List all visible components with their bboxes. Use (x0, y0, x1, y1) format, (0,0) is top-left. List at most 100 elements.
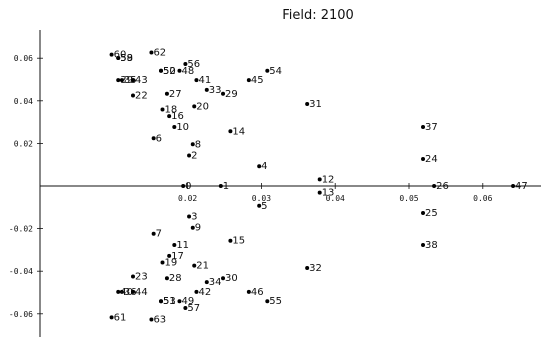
point-label: 34 (209, 277, 222, 288)
data-point (190, 225, 195, 230)
data-point (265, 299, 270, 304)
data-point (421, 156, 426, 161)
point-label: 21 (196, 261, 209, 272)
data-point (228, 129, 233, 134)
data-point (116, 78, 121, 83)
data-point (192, 104, 197, 109)
data-point (317, 190, 322, 195)
point-label: 6 (156, 133, 162, 144)
point-label: 62 (153, 47, 166, 58)
point-label: 54 (269, 66, 282, 77)
point-label: 45 (251, 75, 264, 86)
data-point (130, 289, 135, 294)
point-label: 19 (165, 257, 178, 268)
data-point (116, 289, 121, 294)
point-label: 0 (185, 181, 191, 192)
data-point (317, 177, 322, 182)
data-point (183, 306, 188, 311)
point-label: 52 (163, 66, 176, 77)
y-tick-label: 0.06 (14, 54, 33, 63)
x-tick-label: 0.06 (473, 194, 492, 203)
data-point (149, 317, 154, 322)
point-label: 18 (165, 105, 178, 116)
y-tick-label: 0.02 (14, 139, 33, 148)
point-label: 63 (153, 315, 166, 326)
y-tick-label: 0.04 (14, 97, 33, 106)
data-point (421, 124, 426, 129)
x-tick-label: 0.02 (178, 194, 197, 203)
point-label: 39 (120, 75, 133, 86)
point-label: 58 (120, 53, 133, 64)
data-point (194, 78, 199, 83)
point-label: 51 (163, 296, 176, 307)
x-tick-label: 0.05 (399, 194, 418, 203)
point-label: 40 (120, 287, 133, 298)
point-label: 31 (309, 99, 322, 110)
data-point (221, 276, 226, 281)
point-label: 43 (135, 75, 148, 86)
data-point (172, 124, 177, 129)
data-point (164, 276, 169, 281)
data-point (187, 214, 192, 219)
data-point (421, 211, 426, 216)
point-label: 44 (135, 287, 148, 298)
data-point (130, 78, 135, 83)
data-point (421, 243, 426, 248)
data-point (151, 136, 156, 141)
point-label: 60 (114, 50, 127, 61)
data-point (228, 238, 233, 243)
data-point (194, 289, 199, 294)
point-label: 33 (209, 85, 222, 96)
point-label: 14 (232, 126, 245, 137)
point-label: 56 (187, 59, 200, 70)
point-label: 22 (135, 90, 148, 101)
data-point (119, 289, 124, 294)
point-label: 57 (187, 303, 200, 314)
point-label: 42 (198, 287, 211, 298)
point-label: 16 (171, 111, 184, 122)
point-label: 32 (309, 263, 322, 274)
data-point (257, 203, 262, 208)
data-point (160, 260, 165, 265)
point-label: 38 (425, 240, 438, 251)
point-label: 55 (269, 296, 282, 307)
point-label: 35 (124, 75, 137, 86)
point-label: 7 (156, 229, 162, 240)
data-point (246, 78, 251, 83)
point-label: 13 (322, 188, 335, 199)
point-label: 30 (225, 273, 238, 284)
data-point (246, 289, 251, 294)
y-tick-label: -0.02 (9, 225, 33, 234)
point-label: 48 (181, 66, 194, 77)
point-label: 61 (114, 312, 127, 323)
point-label: 4 (261, 161, 267, 172)
data-point (265, 68, 270, 73)
point-label: 49 (181, 296, 194, 307)
point-label: 53 (163, 296, 176, 307)
data-point (192, 263, 197, 268)
point-label: 24 (425, 154, 438, 165)
data-point (177, 68, 182, 73)
data-point (130, 274, 135, 279)
data-point (151, 231, 156, 236)
point-label: 50 (163, 66, 176, 77)
point-label: 11 (176, 240, 189, 251)
data-point (187, 153, 192, 158)
point-label: 20 (196, 101, 209, 112)
data-point (204, 87, 209, 92)
data-point (149, 50, 154, 55)
point-label: 47 (515, 181, 528, 192)
data-point (172, 243, 177, 248)
data-point (511, 184, 516, 188)
point-label: 36 (124, 287, 137, 298)
point-label: 25 (425, 208, 438, 219)
data-point (119, 78, 124, 83)
point-label: 1 (223, 181, 229, 192)
point-label: 59 (120, 53, 133, 64)
data-point (305, 101, 310, 106)
point-label: 2 (191, 151, 197, 162)
point-label: 12 (322, 174, 335, 185)
data-point (167, 253, 172, 258)
y-tick-label: -0.06 (9, 310, 33, 319)
data-point (116, 55, 121, 60)
